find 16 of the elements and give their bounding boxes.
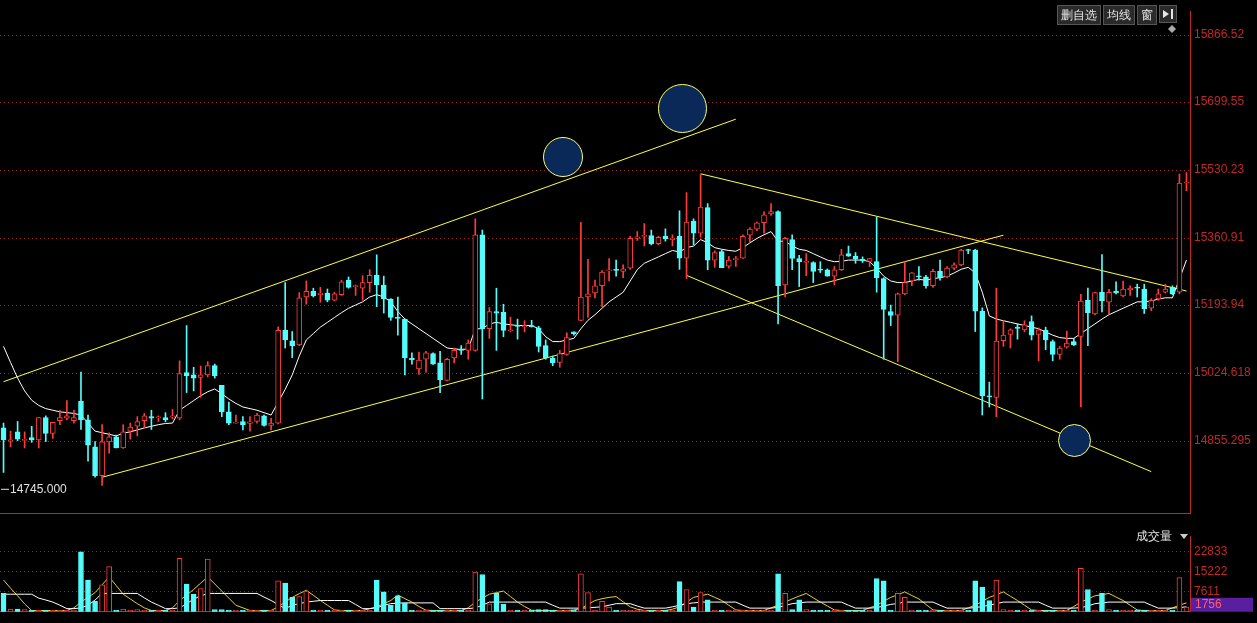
y-tick-label: 7611 [1194,584,1221,599]
y-tick-label: 15193.94 [1194,297,1245,312]
y-tick-label: 15360.91 [1194,230,1245,245]
text: 1756 [1195,597,1223,612]
y-tick-label: 14855.295 [1194,433,1252,448]
annotation: 均线 [1103,5,1135,25]
annotation: 窗 [1137,5,1157,25]
y-tick-label: 15024.618 [1194,365,1252,380]
chart-title: 成交量 [1136,527,1172,545]
annotation: 14745.000 [10,481,68,496]
y-tick-label: 15530.23 [1194,162,1245,177]
annotation: 删自选 [1057,5,1101,25]
y-tick-label: 15699.55 [1194,94,1245,109]
y-tick-label: 15222 [1194,564,1228,579]
y-tick-label: 15866.52 [1194,27,1245,42]
y-tick-label: 22833 [1194,544,1228,559]
